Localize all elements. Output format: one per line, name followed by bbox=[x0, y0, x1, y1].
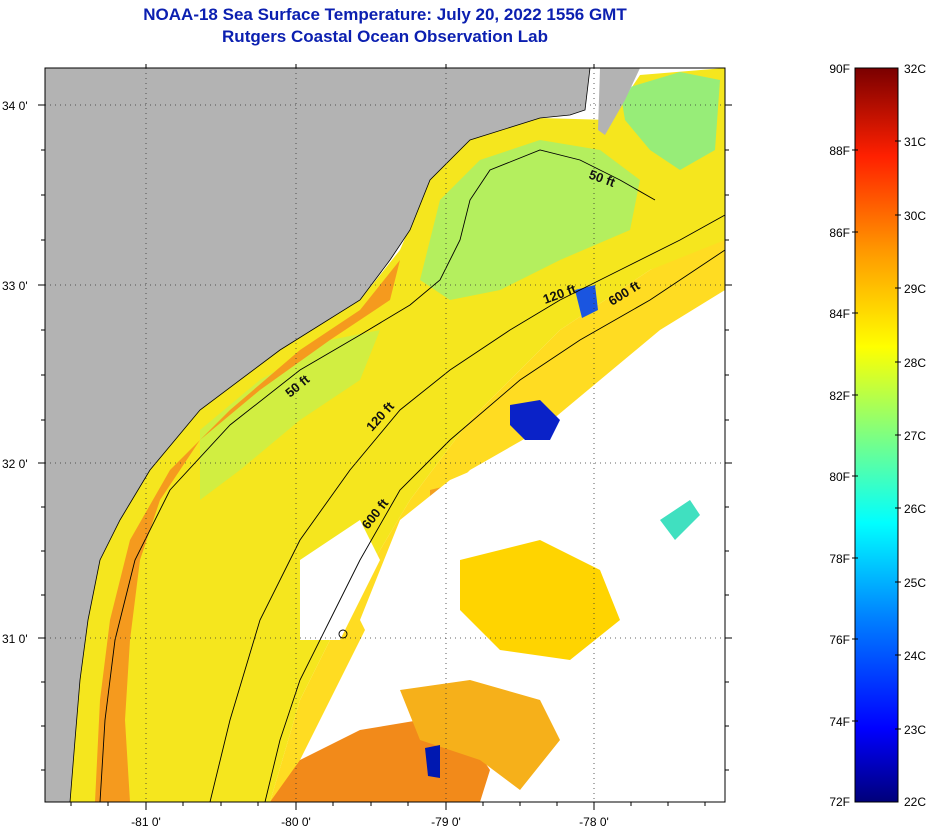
colorbar-f-label: 86F bbox=[829, 226, 850, 240]
colorbar-f-label: 78F bbox=[829, 552, 850, 566]
lon-label: -79 0' bbox=[431, 815, 461, 829]
lat-label: 33 0' bbox=[2, 279, 28, 293]
sst-patch bbox=[400, 680, 560, 790]
contour-600ft bbox=[264, 249, 725, 802]
colorbar-c-label: 32C bbox=[904, 62, 926, 76]
colorbar-c-label: 25C bbox=[904, 576, 926, 590]
land bbox=[45, 68, 590, 802]
lat-label: 34 0' bbox=[2, 99, 28, 113]
cold-patch bbox=[425, 745, 440, 778]
cool-patch bbox=[660, 500, 700, 540]
colorbar-c-label: 28C bbox=[904, 356, 926, 370]
colorbar-c-label: 23C bbox=[904, 723, 926, 737]
sst-field-cool-shelf bbox=[420, 140, 640, 300]
colorbar-f-label: 90F bbox=[829, 62, 850, 76]
lon-label: -81 0' bbox=[131, 815, 161, 829]
map-title: NOAA-18 Sea Surface Temperature: July 20… bbox=[143, 5, 627, 24]
grid-lines bbox=[45, 68, 725, 802]
colorbar-c-label: 29C bbox=[904, 282, 926, 296]
lat-label: 32 0' bbox=[2, 457, 28, 471]
colorbar-f-labels: 90F 88F 86F 84F 82F 80F 78F 76F 74F 72F bbox=[829, 62, 850, 809]
colorbar-f-label: 88F bbox=[829, 144, 850, 158]
coastline bbox=[69, 68, 591, 802]
sst-field-cool-band bbox=[200, 330, 380, 500]
map-frame bbox=[44, 67, 726, 803]
colorbar-f-label: 76F bbox=[829, 633, 850, 647]
sst-field-offshore bbox=[270, 235, 725, 802]
colorbar-f-label: 82F bbox=[829, 389, 850, 403]
sst-field-cool-north bbox=[620, 72, 720, 170]
map-subtitle: Rutgers Coastal Ocean Observation Lab bbox=[222, 27, 548, 46]
colorbar bbox=[854, 67, 899, 803]
tick-marks bbox=[38, 64, 732, 810]
colorbar-f-label: 72F bbox=[829, 795, 850, 809]
colorbar-f-label: 84F bbox=[829, 307, 850, 321]
small-island bbox=[338, 629, 348, 639]
colorbar-c-labels: 32C 31C 30C 29C 28C 27C 26C 25C 24C 23C … bbox=[904, 62, 926, 809]
colorbar-c-label: 30C bbox=[904, 209, 926, 223]
colorbar-ticks bbox=[852, 140, 901, 730]
sst-patch bbox=[460, 540, 620, 660]
cold-patch bbox=[575, 285, 598, 318]
colorbar-c-label: 27C bbox=[904, 429, 926, 443]
sst-field-nearshore-warm bbox=[95, 260, 400, 802]
colorbar-f-label: 74F bbox=[829, 715, 850, 729]
colorbar-c-label: 26C bbox=[904, 502, 926, 516]
colorbar-f-label: 80F bbox=[829, 470, 850, 484]
lon-label: -78 0' bbox=[579, 815, 609, 829]
land-north bbox=[598, 68, 640, 135]
cloud-mask-2 bbox=[300, 520, 380, 640]
colorbar-c-label: 24C bbox=[904, 649, 926, 663]
lat-label: 31 0' bbox=[2, 632, 28, 646]
contour-50ft bbox=[99, 149, 656, 802]
cold-patch bbox=[510, 400, 560, 440]
contour-120ft bbox=[209, 214, 725, 802]
colorbar-c-label: 22C bbox=[904, 795, 926, 809]
lon-label: -80 0' bbox=[281, 815, 311, 829]
colorbar-c-label: 31C bbox=[904, 135, 926, 149]
